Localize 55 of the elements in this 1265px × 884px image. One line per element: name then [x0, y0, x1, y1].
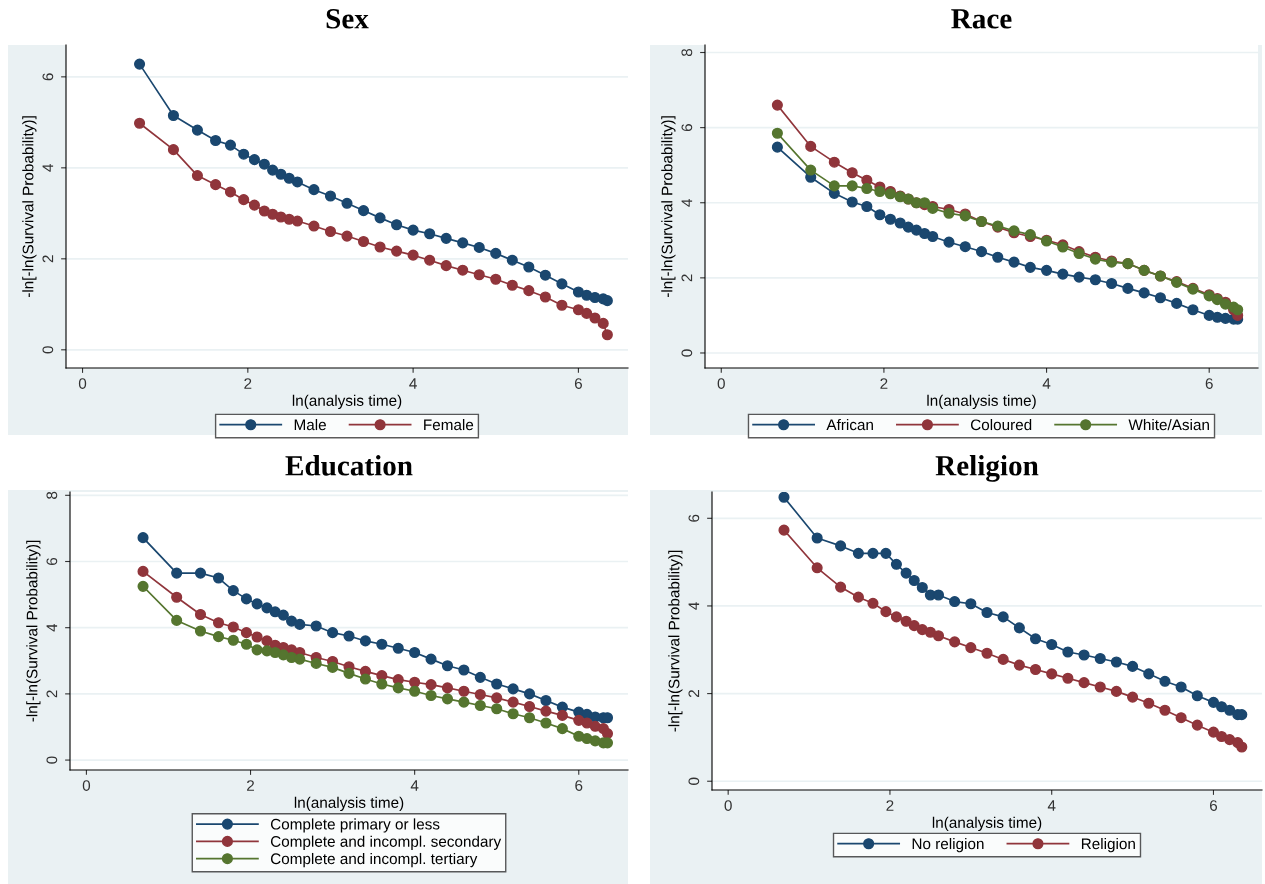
x-tick-label: 2 — [244, 378, 252, 389]
y-tick-label: 0 — [681, 349, 693, 357]
chart-title: Religion — [935, 455, 1039, 482]
x-tick-label: 6 — [574, 378, 582, 389]
y-tick-label: 0 — [46, 756, 58, 764]
chart-title: Sex — [326, 9, 369, 29]
y-tick-label: 2 — [46, 690, 58, 698]
x-tick-label: 2 — [247, 780, 255, 791]
legend-label: No religion — [912, 837, 984, 853]
y-tick-label: 8 — [681, 48, 693, 57]
legend-label: Religion — [1081, 837, 1135, 853]
y-tick-label: 4 — [688, 602, 700, 610]
y-axis-title: -ln[-ln(Survival Probability)] — [668, 550, 683, 732]
x-tick-label: 0 — [724, 800, 732, 811]
legend-label: Complete primary or less — [270, 818, 440, 833]
x-tick-label: 6 — [575, 780, 583, 791]
x-tick-label: 4 — [1047, 800, 1056, 811]
legend-label: Complete and incompl. tertiary — [270, 852, 478, 868]
y-tick-label: 2 — [681, 274, 693, 282]
x-tick-label: 6 — [1210, 800, 1218, 811]
x-axis-title: ln(analysis time) — [294, 796, 404, 811]
x-tick-label: 0 — [82, 780, 91, 791]
y-tick-label: 6 — [681, 124, 693, 132]
legend-label: Male — [294, 418, 326, 431]
chart-title: Race — [951, 9, 1012, 29]
x-tick-label: 4 — [410, 780, 419, 791]
x-tick-label: 0 — [78, 378, 87, 389]
x-axis-title: ln(analysis time) — [292, 394, 402, 409]
y-tick-label: 0 — [42, 346, 54, 354]
x-tick-label: 4 — [409, 378, 417, 389]
x-tick-label: 2 — [880, 378, 888, 389]
legend-label: Complete and incompl. secondary — [270, 835, 502, 850]
y-tick-label: 6 — [46, 557, 58, 565]
x-tick-label: 4 — [1042, 378, 1051, 389]
legend-label: African — [826, 418, 873, 431]
legend-label: Female — [424, 418, 474, 431]
x-tick-label: 0 — [717, 378, 725, 389]
y-axis-title: -ln[-ln(Survival Probability)] — [661, 116, 676, 298]
y-tick-label: 6 — [688, 514, 700, 522]
x-tick-label: 2 — [886, 800, 894, 811]
x-axis-title: ln(analysis time) — [927, 394, 1036, 409]
x-tick-label: 6 — [1205, 378, 1213, 389]
y-tick-label: 4 — [46, 623, 58, 632]
y-tick-label: 4 — [681, 198, 693, 207]
chart-title: Education — [285, 455, 413, 476]
y-tick-label: 6 — [42, 73, 54, 81]
y-tick-label: 4 — [42, 164, 54, 172]
legend-label: Coloured — [970, 418, 1032, 431]
y-axis-title: -ln[-ln(Survival Probability)] — [26, 540, 41, 722]
y-axis-title: -ln[-ln(Survival Probability)] — [22, 116, 37, 298]
y-tick-label: 2 — [42, 255, 54, 263]
y-tick-label: 8 — [46, 491, 58, 499]
y-tick-label: 2 — [688, 690, 700, 698]
legend-label: White/Asian — [1128, 418, 1209, 431]
x-axis-title: ln(analysis time) — [932, 816, 1042, 831]
